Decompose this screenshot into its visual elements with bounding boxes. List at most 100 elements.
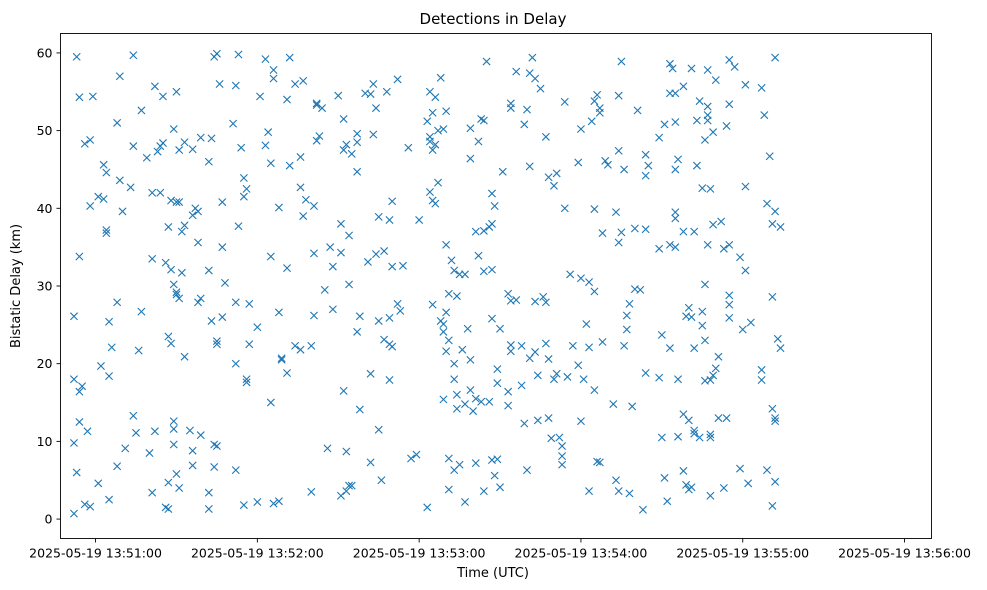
data-point [442,107,451,116]
data-point [520,419,529,428]
data-point [156,188,165,197]
data-point [169,125,178,134]
data-point [388,197,397,206]
data-point [506,347,515,356]
data-point [242,378,251,387]
data-point [69,509,78,518]
data-point [137,307,146,316]
data-point [671,89,680,98]
data-point [671,208,680,217]
data-point [177,227,186,236]
data-point [204,504,213,513]
data-point [493,379,502,388]
data-point [452,404,461,413]
data-point [690,426,699,435]
data-point [663,497,672,506]
data-point [725,100,734,109]
data-point [69,375,78,384]
data-point [105,372,114,381]
data-point [455,460,464,469]
data-point [80,500,89,509]
data-point [517,341,526,350]
data-point [102,168,111,177]
data-point [466,154,475,163]
data-point [439,125,448,134]
data-point [741,266,750,275]
data-point [461,497,469,506]
data-point [188,446,197,455]
y-tick-label: 10 [37,434,53,449]
data-point [490,201,499,210]
data-point [506,104,515,113]
data-point [137,106,146,115]
data-point [744,479,753,488]
data-point [167,265,176,274]
data-point [531,297,540,306]
data-point [372,250,380,259]
x-tick-label: 2025-05-19 13:54:00 [515,546,648,561]
data-point [231,359,240,368]
data-point [442,308,451,317]
data-point [439,395,448,404]
data-point [231,298,240,307]
data-point [425,188,434,196]
data-point [102,229,111,238]
data-point [121,444,130,453]
data-point [579,375,588,384]
data-point [204,488,213,497]
data-point [719,244,728,253]
data-point [493,365,502,374]
x-tick-label: 2025-05-19 13:51:00 [29,546,162,561]
data-point [622,311,631,320]
data-point [771,207,780,216]
data-point [234,50,243,59]
data-point [444,454,453,463]
data-point [655,133,664,142]
data-point [245,299,254,308]
data-point [671,118,680,127]
data-point [765,152,774,161]
data-point [366,458,375,467]
data-point [444,336,453,345]
data-point [88,92,97,101]
data-point [156,142,165,151]
data-point [436,73,445,82]
data-point [366,369,375,378]
data-point [628,402,637,411]
data-point [641,171,650,180]
x-tick-label: 2025-05-19 13:55:00 [676,546,809,561]
data-point [760,111,769,120]
data-point [660,473,669,482]
data-point [269,66,278,75]
data-point [342,140,351,149]
data-point [719,484,728,492]
data-point [444,485,453,494]
data-point [194,298,203,307]
data-point [94,192,103,201]
data-point [482,57,491,66]
data-point [574,158,583,167]
data-point [345,481,354,490]
data-point [86,201,95,210]
data-point [264,128,273,137]
data-point [218,198,227,207]
data-point [99,160,108,169]
data-point [164,332,173,341]
data-point [703,116,712,125]
data-point [585,487,594,496]
data-point [177,268,186,277]
data-point [172,470,181,479]
data-point [593,90,602,99]
y-tick-label: 60 [37,45,53,60]
data-point [150,427,159,436]
data-point [215,80,224,88]
data-point [180,138,189,147]
data-point [188,145,197,154]
data-point [169,440,178,449]
data-point [328,262,337,271]
data-point [239,174,248,182]
data-point [431,140,440,149]
data-point [113,298,122,307]
data-point [283,264,292,273]
data-point [450,266,459,275]
